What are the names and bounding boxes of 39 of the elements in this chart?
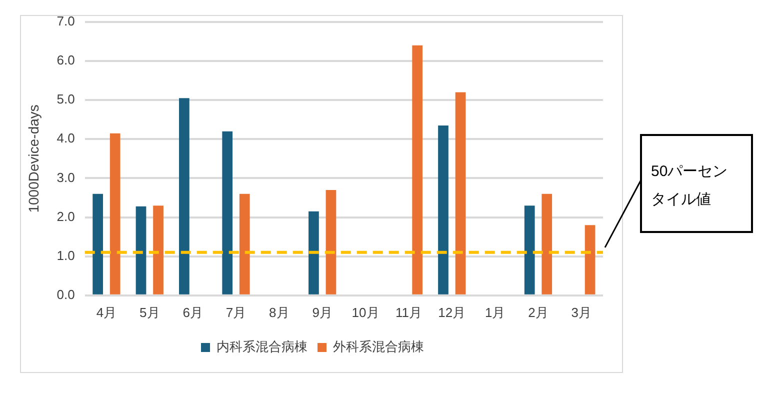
x-tick-label: 4月 bbox=[96, 304, 117, 320]
bar bbox=[308, 211, 319, 294]
x-tick-label: 5月 bbox=[140, 304, 160, 320]
x-tick-label: 9月 bbox=[312, 304, 332, 320]
bar bbox=[326, 190, 336, 294]
y-tick-label: 2.0 bbox=[56, 208, 75, 224]
y-tick-label: 4.0 bbox=[56, 130, 75, 146]
x-tick-label: 3月 bbox=[571, 304, 592, 320]
x-tick-label: 10月 bbox=[352, 304, 380, 320]
x-tick-label: 7月 bbox=[226, 304, 246, 320]
bar bbox=[455, 92, 466, 294]
x-tick-label: 2月 bbox=[528, 304, 548, 320]
x-tick-label: 8月 bbox=[269, 304, 290, 320]
bar bbox=[542, 194, 552, 294]
bar bbox=[239, 194, 250, 294]
bar bbox=[584, 225, 596, 294]
y-tick-label: 6.0 bbox=[56, 52, 75, 68]
bar bbox=[179, 98, 190, 294]
x-tick-label: 1月 bbox=[484, 304, 506, 320]
bar bbox=[110, 133, 120, 294]
y-tick-label: 1.0 bbox=[56, 248, 75, 263]
bar bbox=[222, 131, 233, 294]
y-tick-label: 7.0 bbox=[56, 14, 75, 29]
bar bbox=[136, 206, 146, 294]
x-tick-label: 11月 bbox=[395, 304, 422, 320]
bar bbox=[153, 206, 164, 294]
bar bbox=[412, 45, 423, 294]
bar bbox=[524, 206, 535, 294]
bar bbox=[438, 126, 448, 294]
y-tick-label: 5.0 bbox=[56, 92, 75, 107]
y-axis-title: 1000Device-days bbox=[25, 104, 42, 213]
x-tick-label: 12月 bbox=[438, 304, 466, 320]
x-tick-label: 6月 bbox=[182, 304, 203, 320]
ref-line-label: 50パーセンタイル値 bbox=[651, 163, 728, 208]
legend-label: 内科系混合病棟 bbox=[216, 339, 308, 354]
y-tick-label: 0.0 bbox=[56, 286, 75, 302]
legend-label: 外科系混合病棟 bbox=[333, 339, 424, 354]
bar bbox=[92, 194, 104, 294]
y-tick-label: 3.0 bbox=[56, 170, 75, 185]
